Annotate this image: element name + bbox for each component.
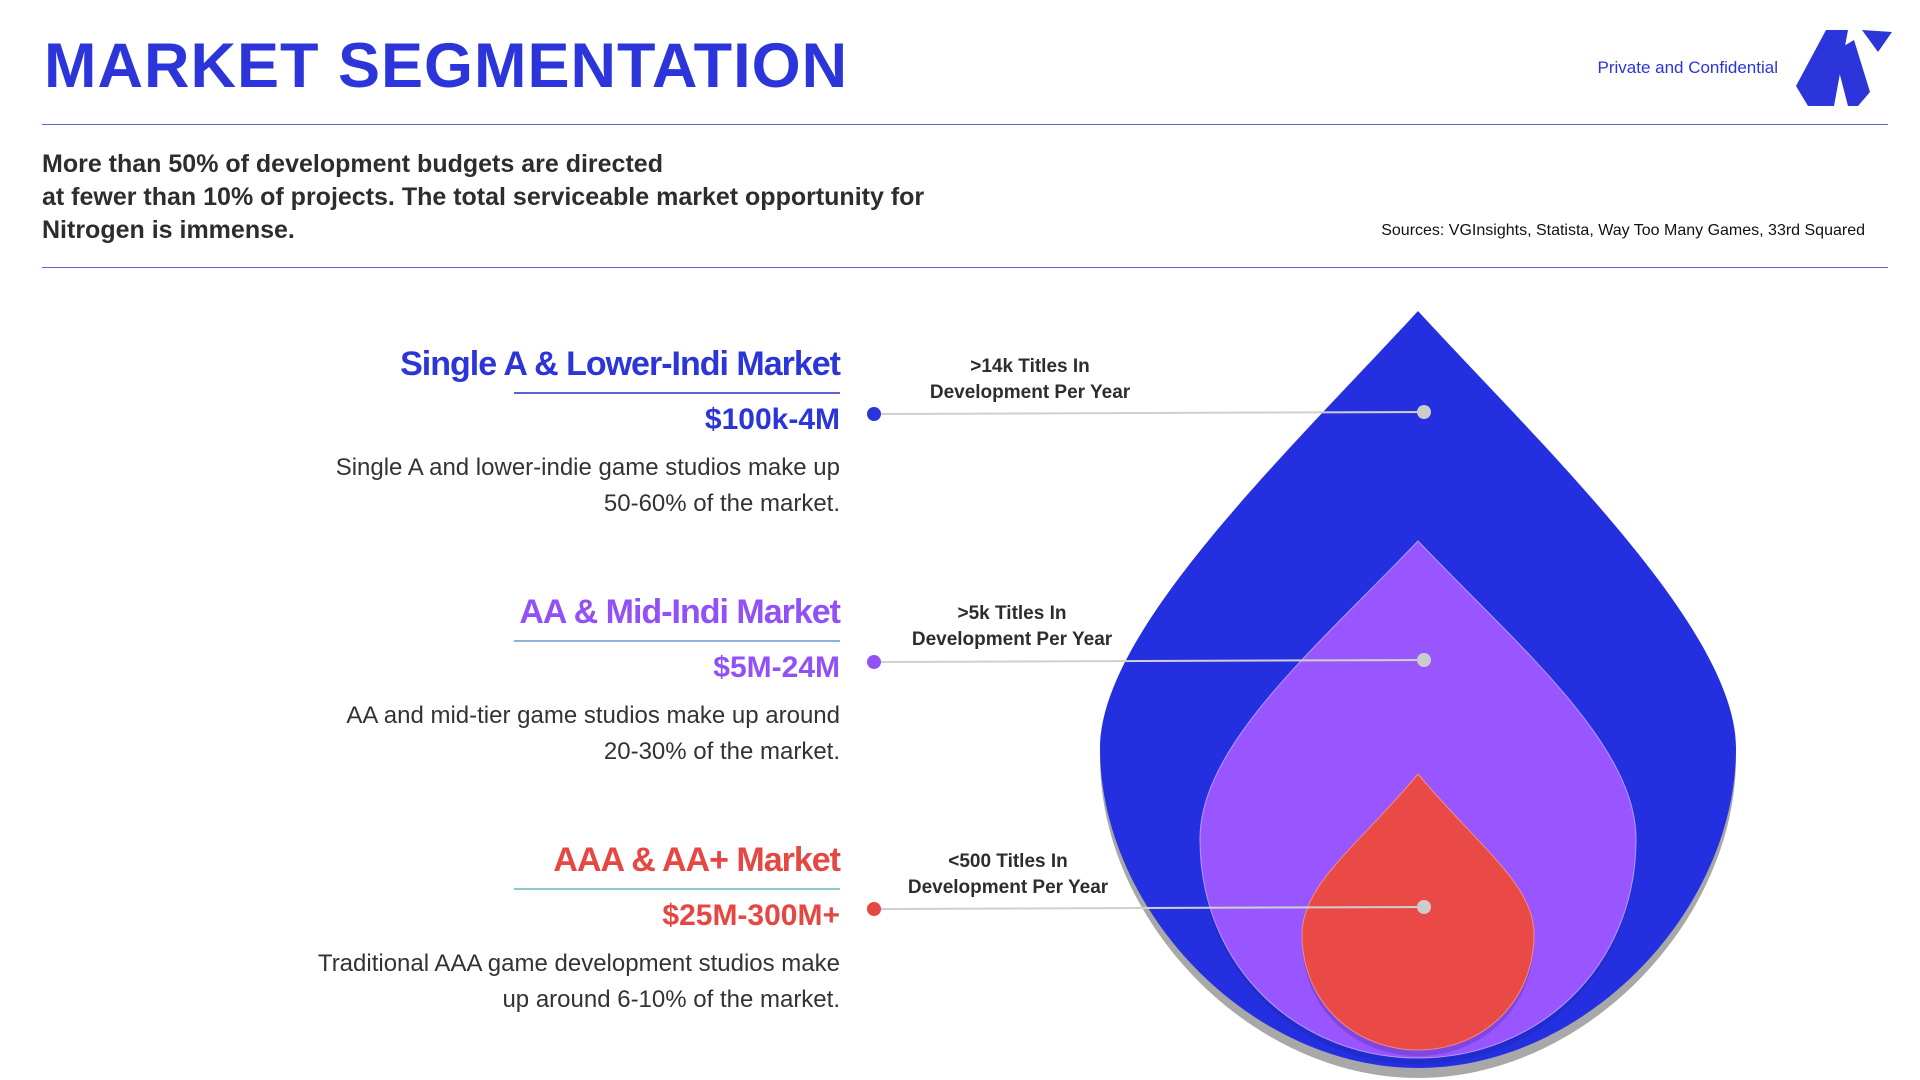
outer-drop-shadow — [1100, 321, 1736, 1078]
connector-line — [873, 906, 1425, 910]
segment-title: AAA & AA+ Market — [553, 841, 841, 879]
segment-budget-range: $5M-24M — [713, 651, 840, 684]
connector-line — [873, 659, 1425, 663]
outer-drop — [1100, 311, 1736, 1068]
sources-note: Sources: VGInsights, Statista, Way Too M… — [1381, 222, 1865, 239]
segment-description-line: Traditional AAA game development studios… — [317, 950, 840, 977]
intro-text: More than 50% of development budgets are… — [42, 148, 962, 247]
callout-line: >5k Titles In — [957, 603, 1067, 624]
drop-marker-dot — [1417, 900, 1431, 914]
callout-line: >14k Titles In — [970, 356, 1090, 377]
segment-underline — [514, 640, 840, 642]
segment-budget-range: $100k-4M — [704, 403, 840, 436]
segment-title: AA & Mid-Indi Market — [519, 593, 841, 631]
titles-callout: >5k Titles In Development Per Year — [892, 601, 1132, 653]
intro-line: Nitrogen is immense. — [42, 216, 295, 244]
segment-underline — [514, 392, 840, 394]
page-title: MARKET SEGMENTATION — [44, 31, 849, 101]
segment-title: Single A & Lower-Indi Market — [400, 345, 841, 383]
middle-drop-shadow — [1200, 547, 1636, 1064]
segment-budget-range: $25M-300M+ — [662, 899, 840, 932]
callout-line: <500 Titles In — [948, 851, 1068, 872]
connector-line — [873, 411, 1425, 415]
titles-callout: <500 Titles In Development Per Year — [888, 849, 1128, 901]
inner-drop — [1301, 773, 1535, 1051]
connector-start-dot — [867, 655, 881, 669]
segment-aaa: AAA & AA+ Market $25M-300M+ Traditional … — [200, 838, 841, 1018]
segment-description-line: Single A and lower-indie game studios ma… — [335, 454, 840, 481]
connector-start-dot — [867, 902, 881, 916]
titles-callout: >14k Titles In Development Per Year — [910, 354, 1150, 406]
segment-description: Traditional AAA game development studios… — [200, 946, 840, 1018]
segment-description: AA and mid-tier game studios make up aro… — [200, 698, 840, 770]
callout-line: Development Per Year — [911, 629, 1113, 650]
intro-line: at fewer than 10% of projects. The total… — [42, 183, 925, 211]
segment-single-a: Single A & Lower-Indi Market $100k-4M Si… — [200, 342, 841, 522]
segment-description-line: 50-60% of the market. — [603, 490, 840, 517]
connector-start-dot — [867, 407, 881, 421]
segment-underline — [514, 888, 840, 890]
segment-description-line: AA and mid-tier game studios make up aro… — [346, 702, 840, 729]
segment-description: Single A and lower-indie game studios ma… — [200, 450, 840, 522]
confidential-label: Private and Confidential — [1597, 58, 1778, 77]
brand-logo-icon — [1796, 30, 1892, 106]
segment-description-line: 20-30% of the market. — [603, 738, 840, 765]
segment-description-line: up around 6-10% of the market. — [502, 986, 840, 1013]
middle-drop — [1199, 540, 1637, 1059]
drop-marker-dot — [1417, 653, 1431, 667]
inner-drop-shadow — [1302, 780, 1534, 1056]
callout-line: Development Per Year — [907, 877, 1109, 898]
segment-aa: AA & Mid-Indi Market $5M-24M AA and mid-… — [200, 590, 841, 770]
callout-line: Development Per Year — [929, 382, 1131, 403]
intro-line: More than 50% of development budgets are… — [42, 150, 663, 178]
intro-divider — [42, 267, 1888, 268]
header-divider — [42, 124, 1888, 125]
drop-marker-dot — [1417, 405, 1431, 419]
